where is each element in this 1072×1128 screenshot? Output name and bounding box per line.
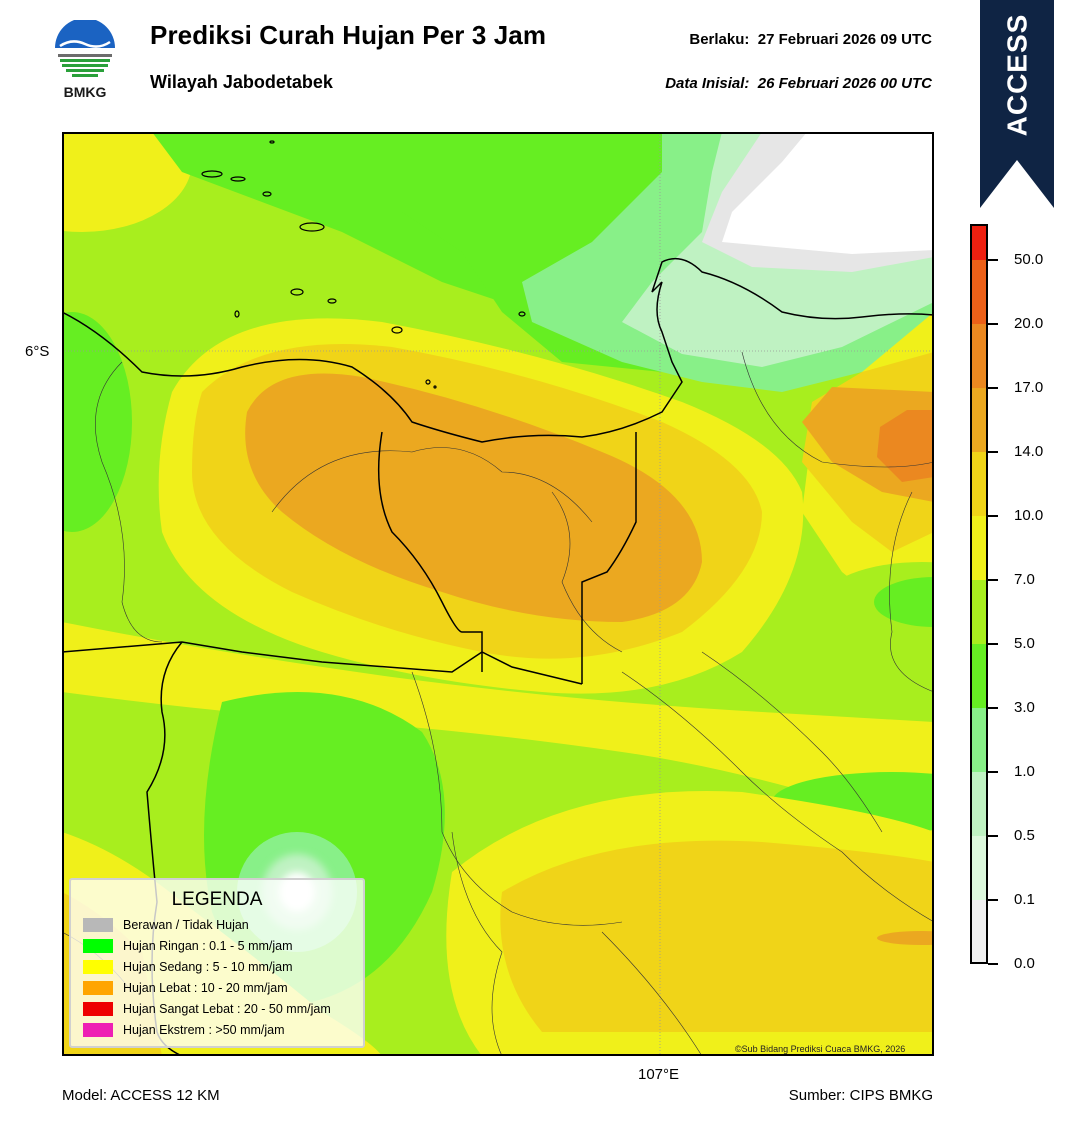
colorbar-tick — [988, 963, 998, 965]
colorbar-tick — [988, 387, 998, 389]
page-title: Prediksi Curah Hujan Per 3 Jam — [150, 20, 547, 50]
legend-item: Hujan Ringan : 0.1 - 5 mm/jam — [83, 937, 293, 955]
colorbar-segment — [970, 644, 988, 708]
init-label: Data Inisial: — [665, 75, 750, 92]
legend-item: Hujan Ekstrem : >50 mm/jam — [83, 1021, 285, 1039]
legend-item: Berawan / Tidak Hujan — [83, 916, 249, 934]
colorbar-tick-label: 7.0 — [1014, 571, 1035, 588]
legend-item: Hujan Lebat : 10 - 20 mm/jam — [83, 979, 288, 997]
legend-swatch — [83, 960, 113, 974]
colorbar-frame — [970, 224, 988, 964]
legend-label: Hujan Ringan : 0.1 - 5 mm/jam — [123, 939, 293, 953]
colorbar-segment — [970, 708, 988, 772]
colorbar-segment — [970, 452, 988, 516]
colorbar-segment — [970, 516, 988, 580]
colorbar-tick — [988, 259, 998, 261]
colorbar-tick-label: 0.5 — [1014, 827, 1035, 844]
legend-item: Hujan Sangat Lebat : 20 - 50 mm/jam — [83, 1000, 331, 1018]
latitude-label: 6°S — [25, 343, 50, 360]
colorbar-segment — [970, 580, 988, 644]
legend-swatch — [83, 918, 113, 932]
colorbar-tick — [988, 899, 998, 901]
init-time: Data Inisial: 26 Februari 2026 00 UTC — [665, 75, 932, 92]
colorbar-segment — [970, 324, 988, 388]
logo-text: BMKG — [63, 84, 107, 100]
legend-label: Hujan Lebat : 10 - 20 mm/jam — [123, 981, 288, 995]
legend-swatch — [83, 939, 113, 953]
ribbon-label: ACCESS — [1001, 13, 1033, 137]
rainfall-field — [62, 132, 934, 1056]
colorbar-tick — [988, 323, 998, 325]
colorbar-tick-label: 1.0 — [1014, 763, 1035, 780]
colorbar-segment — [970, 224, 988, 260]
valid-value: 27 Februari 2026 09 UTC — [757, 31, 932, 48]
legend-swatch — [83, 981, 113, 995]
legend-item: Hujan Sedang : 5 - 10 mm/jam — [83, 958, 293, 976]
colorbar-tick — [988, 643, 998, 645]
rainfall-map — [62, 132, 934, 1056]
copyright-text: ©Sub Bidang Prediksi Cuaca BMKG, 2026 — [735, 1044, 906, 1054]
colorbar-tick — [988, 451, 998, 453]
colorbar-tick-label: 10.0 — [1014, 507, 1044, 524]
colorbar-tick — [988, 771, 998, 773]
colorbar-tick-label: 17.0 — [1014, 379, 1044, 396]
colorbar-segment — [970, 772, 988, 836]
colorbar-tick — [988, 515, 998, 517]
legend-title: LEGENDA — [171, 889, 263, 910]
init-value: 26 Februari 2026 00 UTC — [757, 75, 932, 92]
legend-label: Hujan Sedang : 5 - 10 mm/jam — [123, 960, 293, 974]
colorbar-segment — [970, 900, 988, 964]
valid-label: Berlaku: — [689, 31, 750, 48]
colorbar-tick — [988, 579, 998, 581]
colorbar-segment — [970, 388, 988, 452]
source-label: Sumber: CIPS BMKG — [788, 1087, 933, 1104]
valid-time: Berlaku: 27 Februari 2026 09 UTC — [689, 31, 932, 48]
bmkg-logo-icon — [55, 20, 115, 80]
legend-label: Hujan Ekstrem : >50 mm/jam — [123, 1023, 285, 1037]
longitude-label: 107°E — [638, 1066, 680, 1083]
access-ribbon — [980, 0, 1054, 208]
colorbar-tick-label: 5.0 — [1014, 635, 1035, 652]
colorbar-tick-label: 0.1 — [1014, 891, 1035, 908]
colorbar-tick-label: 14.0 — [1014, 443, 1044, 460]
colorbar-tick-label: 50.0 — [1014, 251, 1044, 268]
colorbar-tick — [988, 707, 998, 709]
colorbar-segment — [970, 836, 988, 900]
colorbar-tick — [988, 835, 998, 837]
page-subtitle: Wilayah Jabodetabek — [150, 72, 333, 92]
colorbar-tick-label: 3.0 — [1014, 699, 1035, 716]
legend-swatch — [83, 1002, 113, 1016]
legend-swatch — [83, 1023, 113, 1037]
colorbar-segment — [970, 260, 988, 324]
colorbar — [970, 224, 988, 964]
colorbar-tick-label: 20.0 — [1014, 315, 1044, 332]
model-label: Model: ACCESS 12 KM — [62, 1087, 220, 1104]
colorbar-tick-label: 0.0 — [1014, 955, 1035, 972]
legend-box: LEGENDA Berawan / Tidak Hujan Hujan Ring… — [69, 878, 365, 1048]
legend-label: Hujan Sangat Lebat : 20 - 50 mm/jam — [123, 1002, 331, 1016]
legend-label: Berawan / Tidak Hujan — [123, 918, 249, 932]
